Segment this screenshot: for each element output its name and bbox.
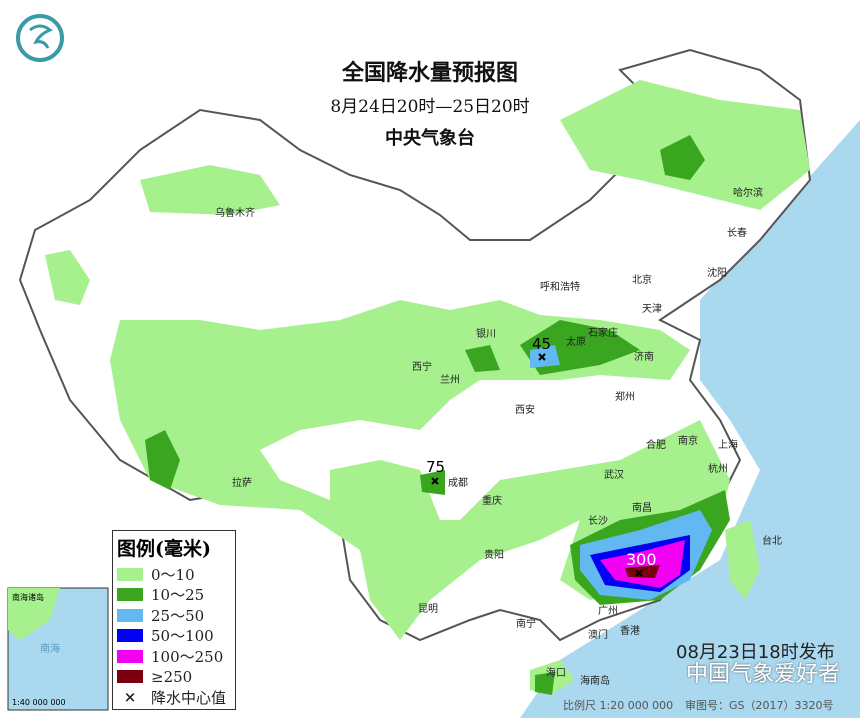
legend-item: 10～25 (113, 585, 235, 606)
city-label: 上海 (718, 440, 738, 451)
legend-title: 图例(毫米) (117, 538, 211, 560)
sea (520, 120, 860, 718)
city-label: 香港 (620, 626, 640, 637)
city-label: 天津 (642, 304, 662, 315)
city-label: 武汉 (604, 470, 624, 481)
city-label: 长沙 (588, 516, 608, 527)
city-label: 济南 (634, 352, 654, 363)
legend-swatch (117, 588, 143, 602)
city-label: 长春 (727, 228, 747, 239)
center-markers (431, 353, 643, 577)
map-number: 审图号：GS（2017）3320号 (685, 699, 834, 712)
city-label: 西宁 (412, 362, 432, 373)
city-label: 太原 (566, 337, 586, 348)
city-label: 杭州 (708, 464, 728, 475)
legend-label: 降水中心值 (151, 688, 227, 707)
legend-item: 50～100 (113, 626, 235, 647)
rain-heavy (530, 345, 712, 600)
city-label: 郑州 (615, 392, 635, 403)
inset-label: 南海诸岛 (12, 593, 44, 602)
legend-swatch (117, 629, 143, 643)
city-label: 重庆 (482, 496, 502, 507)
legend-swatch (117, 567, 143, 581)
city-label: 海南岛 (580, 676, 610, 687)
city-label: 南京 (678, 436, 698, 447)
legend-label: 0～10 (151, 565, 195, 584)
city-label: 呼和浩特 (540, 282, 580, 293)
city-label: 澳门 (588, 630, 608, 641)
legend-label: ≥250 (151, 667, 193, 686)
center-value: 45 (532, 335, 552, 353)
city-label: 乌鲁木齐 (215, 208, 255, 219)
city-label: 南宁 (516, 619, 536, 630)
issuer: 中央气象台 (385, 128, 475, 149)
watermark: 中国气象爱好者 (686, 662, 841, 687)
legend-swatch (117, 670, 143, 684)
map-subtitle: 8月24日20时—25日20时 (330, 97, 530, 117)
map-title: 全国降水量预报图 (341, 61, 518, 86)
city-label: 合肥 (646, 440, 666, 451)
legend-label: 25～50 (151, 606, 205, 625)
legend-item: ≥250 (113, 667, 235, 688)
city-label: 石家庄 (588, 328, 618, 339)
city-label: 广州 (598, 606, 618, 617)
inset-scale: 1:40 000 000 (12, 698, 66, 707)
legend-item-center: × 降水中心值 (113, 687, 235, 708)
city-label: 台北 (762, 536, 782, 547)
x-mark-icon: × (123, 688, 137, 707)
legend-item: 100～250 (113, 646, 235, 667)
city-label: 成都 (448, 478, 468, 489)
city-label: 沈阳 (707, 268, 727, 279)
city-label: 南昌 (632, 503, 652, 514)
legend-item: 25～50 (113, 605, 235, 626)
legend-swatch (117, 649, 143, 663)
city-label: 西安 (515, 405, 535, 416)
legend: 图例(毫米) 0～10 10～25 25～50 50～100 100～250 ≥250 ×… (112, 530, 236, 710)
city-label: 昆明 (418, 604, 438, 615)
city-label: 贵阳 (484, 550, 504, 561)
legend-label: 10～25 (151, 586, 205, 605)
legend-item: 0～10 (113, 564, 235, 585)
center-value: 300 (626, 550, 657, 569)
issued-time: 08月23日18时发布 (676, 642, 835, 663)
city-label: 拉萨 (232, 478, 252, 489)
city-label: 海口 (546, 668, 566, 679)
city-label: 银川 (476, 329, 496, 340)
legend-swatch (117, 608, 143, 622)
inset-label: 南海 (40, 644, 60, 655)
city-label: 哈尔滨 (733, 188, 763, 199)
legend-label: 50～100 (151, 627, 214, 646)
city-label: 兰州 (440, 375, 460, 386)
scale-text: 比例尺 1:20 000 000 (563, 699, 674, 712)
city-label: 北京 (632, 275, 652, 286)
legend-label: 100～250 (151, 647, 224, 666)
center-value: 75 (426, 458, 446, 476)
